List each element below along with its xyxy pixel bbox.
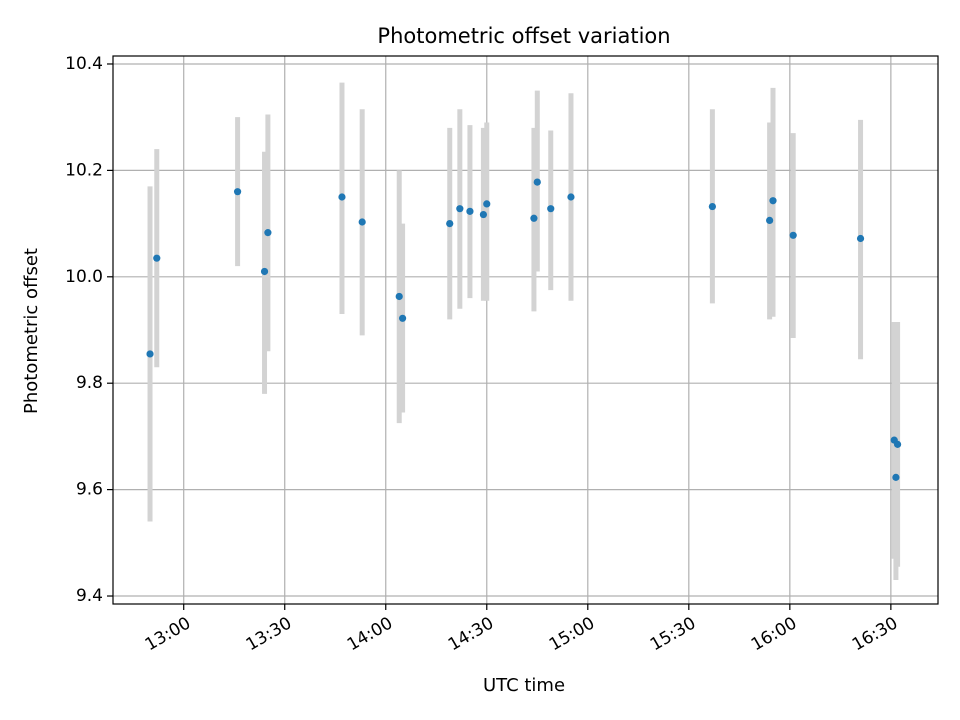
data-point (146, 350, 154, 358)
x-tick-label: 13:30 (243, 613, 295, 655)
data-point (766, 216, 774, 224)
data-point (260, 267, 269, 276)
data-point (893, 440, 902, 448)
data-point (338, 193, 346, 201)
data-point (856, 234, 865, 243)
data-point (547, 205, 555, 213)
x-tick-label: 15:00 (546, 613, 598, 655)
data-point (233, 188, 242, 196)
y-tick-label: 9.8 (76, 373, 103, 393)
data-point (789, 231, 797, 239)
data-points (146, 178, 902, 481)
y-axis-title: Photometric offset (21, 248, 42, 414)
y-tick-label: 9.6 (76, 480, 103, 500)
x-tick-label: 16:00 (748, 613, 800, 655)
y-tick-label: 10.4 (65, 54, 103, 74)
data-point (264, 229, 272, 237)
data-point (466, 207, 474, 215)
y-tick-label: 10.2 (65, 160, 103, 180)
x-tick-label: 13:00 (142, 613, 194, 655)
data-point (153, 254, 161, 262)
x-tick-label: 16:30 (849, 613, 901, 655)
data-point (398, 314, 407, 322)
data-point (395, 292, 403, 301)
data-point (769, 197, 777, 205)
x-axis-title: UTC time (483, 675, 565, 696)
plot-area-frame (112, 55, 939, 605)
data-point (708, 202, 716, 211)
data-point (533, 178, 541, 186)
data-point (358, 218, 366, 226)
data-point (567, 193, 575, 201)
data-point (479, 210, 488, 219)
chart-title: Photometric offset variation (377, 24, 670, 48)
x-tick-label: 14:30 (445, 613, 497, 655)
data-point (446, 219, 454, 228)
error-bars (147, 82, 901, 581)
data-point (483, 200, 491, 208)
y-tick-label: 10.0 (65, 267, 103, 287)
y-axis-ticks: 9.4 9.6 9.8 10.0 10.2 10.4 (65, 54, 113, 606)
x-axis-ticks: 13:00 13:30 14:00 14:30 15:00 15:30 16:00 16:30 (142, 604, 901, 655)
x-tick-label: 14:00 (344, 613, 396, 655)
data-point (530, 214, 538, 222)
grid (113, 56, 938, 604)
data-point (456, 205, 464, 213)
data-point (892, 473, 900, 481)
x-tick-label: 15:30 (647, 613, 699, 655)
y-tick-label: 9.4 (76, 586, 103, 606)
